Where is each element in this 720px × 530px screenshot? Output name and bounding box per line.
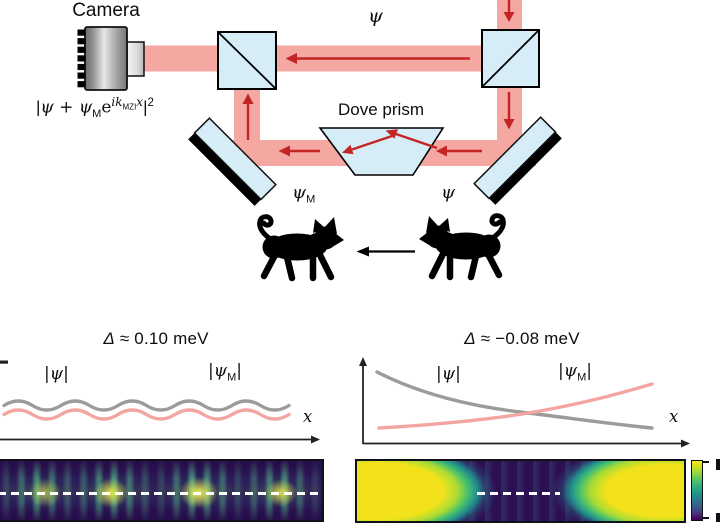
- heatmap-centerline-dashed: [0, 492, 322, 496]
- cat-ear: [426, 216, 439, 233]
- left-psi-curve-label: |ψ|: [44, 364, 69, 384]
- psi-m-growth-curve-pink: [377, 382, 654, 430]
- top-beam-psi-label: ψ: [368, 5, 383, 27]
- dove-prism: [318, 127, 445, 176]
- camera: [77, 26, 145, 91]
- psi-decay-curve-gray: [375, 370, 654, 430]
- delta-symbol: Δ: [464, 329, 476, 348]
- beam-splitter-right-diagonal: [482, 30, 539, 87]
- camera-sensor-comb: [77, 29, 86, 88]
- colorbar-label-fragment-bottom: [716, 513, 720, 522]
- formula-power: 2: [147, 97, 154, 109]
- interference-heatmap-left: [0, 459, 324, 522]
- psi: ψ: [213, 361, 228, 381]
- dove-prism-label: Dove prism: [338, 100, 424, 119]
- viridis-colorbar: [691, 460, 703, 521]
- mirror-right: [473, 116, 562, 205]
- camera-intensity-formula: |ψ + ψMeikMZIx|2: [36, 95, 154, 120]
- psi-m-label: ψM: [292, 182, 315, 206]
- cat-ear: [438, 218, 450, 232]
- formula-exp-mzi-sub: MZI: [122, 102, 137, 112]
- beam-direction-arrows: [242, 0, 515, 157]
- formula-bar: |: [36, 97, 41, 117]
- colorbar-label-fragment-top: [716, 459, 720, 470]
- bar: |: [455, 364, 461, 384]
- formula-euler: e: [101, 97, 112, 118]
- formula-exp-ik: ik: [111, 95, 123, 109]
- cat-left-mirrored: [257, 214, 344, 282]
- psi: ψ: [49, 364, 64, 384]
- bar: |: [236, 361, 242, 381]
- bar: |: [586, 361, 592, 381]
- cat-snout: [334, 233, 344, 246]
- left-panel-title: Δ ≈ 0.10 meV: [56, 329, 256, 349]
- right-x-axis-label: x: [669, 407, 679, 426]
- psi: ψ: [441, 364, 456, 384]
- bar: |: [436, 364, 442, 384]
- bar: |: [208, 361, 214, 381]
- arrow-prism-up: [395, 132, 438, 150]
- psi-m-wave-pink: [2, 408, 291, 421]
- right-panel-detuning-value: ≈ −0.08 meV: [475, 329, 580, 348]
- psi-label-lower: ψ: [441, 182, 456, 203]
- psi-m-subscript: M: [306, 193, 316, 206]
- bar: |: [558, 361, 564, 381]
- right-psi-m-curve-label: |ψM|: [558, 361, 592, 383]
- plot-right: [359, 357, 690, 448]
- formula-psi: ψ: [40, 97, 54, 118]
- right-panel-title: Δ ≈ −0.08 meV: [422, 329, 622, 349]
- cat-tail: [257, 214, 275, 243]
- subscript-m: M: [227, 371, 237, 384]
- bar: |: [63, 364, 69, 384]
- colorbar-tick-bottom: [702, 517, 709, 519]
- camera-lens: [126, 41, 145, 77]
- interference-heatmap-right: [355, 459, 686, 523]
- beam-splitter-left: [217, 31, 277, 90]
- right-psi-curve-label: |ψ|: [436, 364, 461, 384]
- delta-symbol: Δ: [103, 329, 115, 348]
- cat-legs: [428, 250, 503, 281]
- cat-tail: [488, 213, 506, 242]
- formula-plus: +: [53, 97, 79, 118]
- cat-transform-arrow: [356, 246, 415, 257]
- mirror-left: [188, 117, 277, 206]
- bar: |: [44, 364, 50, 384]
- left-x-axis-label: x: [303, 407, 313, 426]
- beam-splitter-right: [481, 29, 540, 88]
- camera-label: Camera: [72, 0, 140, 21]
- formula-bar: |: [143, 97, 148, 117]
- cat-ear: [313, 219, 325, 233]
- arrow-prism-down: [351, 134, 393, 151]
- cat-right: [419, 213, 506, 281]
- cat-ear: [324, 217, 337, 234]
- mirror-right-face: [473, 116, 557, 200]
- subscript-m: M: [577, 371, 587, 384]
- mirror-left-backing: [188, 133, 261, 206]
- mirror-right-backing: [489, 132, 562, 205]
- psi-m-symbol: ψ: [292, 182, 307, 203]
- left-plot-cropped-axis-stub: [0, 360, 8, 364]
- cat-snout: [419, 232, 429, 245]
- beam-to-camera: [143, 45, 219, 72]
- formula-psi-m-sub: M: [92, 108, 102, 121]
- left-panel-detuning-value: ≈ 0.10 meV: [114, 329, 209, 348]
- colorbar-tick-top: [702, 461, 709, 463]
- psi: ψ: [563, 361, 578, 381]
- heatmap-centerline-dashed: [477, 492, 560, 496]
- formula-exp-x: x: [136, 95, 144, 109]
- formula-psi-m: ψ: [78, 97, 93, 118]
- camera-body: [84, 26, 128, 91]
- formula-exponent: ikMZIx: [111, 95, 144, 112]
- plot-left: [0, 360, 320, 444]
- psi-wave-gray: [2, 399, 291, 412]
- mirror-left-face: [193, 117, 277, 201]
- left-psi-m-curve-label: |ψM|: [208, 361, 242, 383]
- beam-splitter-left-diagonal: [218, 32, 276, 89]
- cat-legs: [260, 251, 335, 282]
